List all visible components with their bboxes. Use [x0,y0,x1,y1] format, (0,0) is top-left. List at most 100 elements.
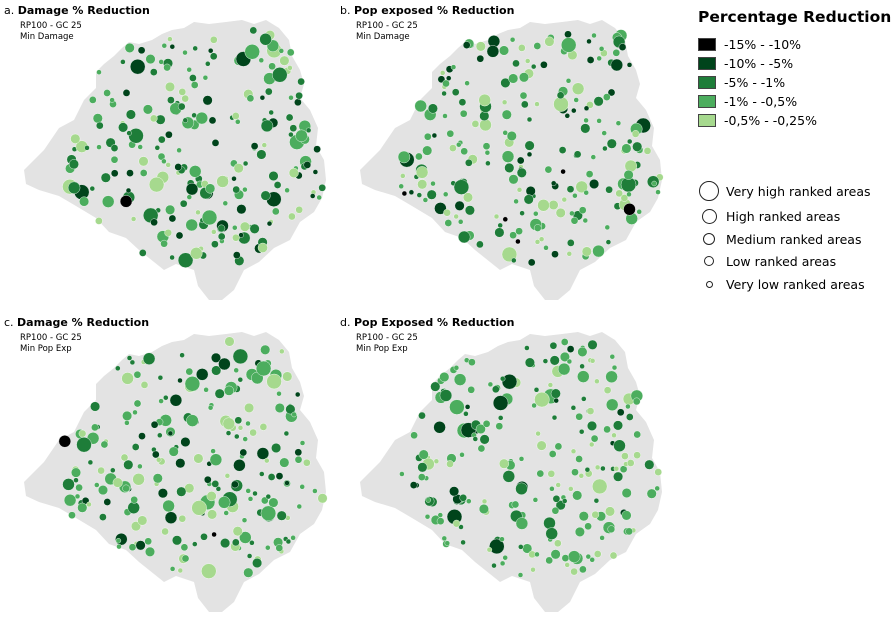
area-symbol [464,80,470,86]
area-symbol [583,105,590,112]
area-symbol [268,109,274,116]
map-a-canvas [24,20,327,300]
area-symbol [174,163,182,171]
area-symbol [564,30,572,39]
area-symbol [130,521,141,532]
area-symbol [578,428,585,435]
area-symbol [312,169,319,175]
area-symbol [110,155,119,164]
area-symbol [533,210,539,217]
area-symbol [453,365,460,371]
area-symbol [128,128,144,144]
area-symbol [525,185,536,196]
area-symbol [149,68,158,76]
area-symbol [498,458,509,469]
area-symbol [632,397,641,406]
area-symbol [445,75,452,81]
area-symbol [188,165,202,178]
area-symbol [179,199,188,208]
area-symbol [164,511,178,524]
area-symbol [271,207,280,216]
area-symbol [125,109,136,120]
area-symbol [460,147,468,156]
area-symbol [633,451,641,459]
area-symbol [612,49,621,57]
area-symbol [524,140,535,151]
legend-class-2-swatch [698,56,716,70]
area-symbol [164,81,175,92]
area-symbol [605,239,612,245]
area-symbol [211,531,217,538]
area-symbol [168,446,179,457]
area-symbol [169,44,176,50]
area-symbol [223,385,234,396]
area-symbol [459,109,468,118]
area-symbol [288,94,294,101]
area-symbol [237,376,244,383]
area-symbol [207,404,214,411]
area-symbol [654,468,663,476]
panel-a-objective: Min Damage [20,32,74,42]
area-symbol [555,207,566,218]
area-symbol [561,498,568,504]
area-symbol [548,450,557,458]
area-symbol [446,460,454,468]
circle-xl-icon [699,181,719,201]
area-symbol [142,352,156,365]
area-symbol [103,89,111,97]
area-symbol [543,245,549,251]
area-symbol [460,539,466,546]
area-symbol [249,223,260,234]
area-symbol [210,448,216,454]
area-symbol [560,338,569,346]
area-symbol [79,196,90,207]
area-symbol [534,391,550,408]
area-symbol [441,90,447,97]
area-symbol [567,550,581,563]
area-symbol [584,522,592,531]
area-symbol [508,73,519,84]
area-symbol [575,412,583,421]
area-symbol [520,100,529,109]
area-symbol [200,532,208,541]
area-symbol [626,459,635,467]
area-symbol [268,497,279,508]
area-symbol [481,498,488,505]
area-symbol [535,430,541,437]
panel-d-title: d. Pop Exposed % Reduction [340,316,514,329]
area-symbol [259,94,266,101]
area-symbol [489,538,505,555]
map-panel-d: d. Pop Exposed % Reduction RP100 - GC 25… [340,312,680,617]
area-symbol [152,473,163,484]
map-panel-c: c. Damage % Reduction RP100 - GC 25 Min … [4,312,344,617]
area-symbol [279,348,285,355]
area-symbol [550,388,561,399]
area-symbol [295,129,308,143]
area-symbol [452,519,461,528]
legend-rank-very-high: Very high ranked areas [696,181,871,201]
area-symbol [607,88,616,97]
area-symbol [589,358,596,364]
area-symbol [249,26,258,35]
legend-class-4-label: -1% - -0,5% [724,93,798,109]
area-symbol [265,493,271,500]
area-symbol [579,363,585,369]
area-symbol [583,189,589,196]
area-symbol [444,219,453,227]
area-symbol [593,497,600,504]
area-symbol [201,563,217,579]
area-symbol [499,375,506,382]
area-symbol [260,505,277,522]
area-symbol [135,540,146,551]
area-symbol [217,232,226,241]
area-symbol [224,336,235,347]
area-symbol [133,370,142,379]
area-symbol [464,205,475,216]
area-symbol [317,493,328,504]
area-symbol [231,480,239,489]
area-symbol [177,377,183,384]
area-symbol [177,102,186,111]
area-symbol [294,448,303,457]
map-panel-b: b. Pop exposed % Reduction RP100 - GC 25… [340,0,680,305]
area-symbol [512,59,520,68]
